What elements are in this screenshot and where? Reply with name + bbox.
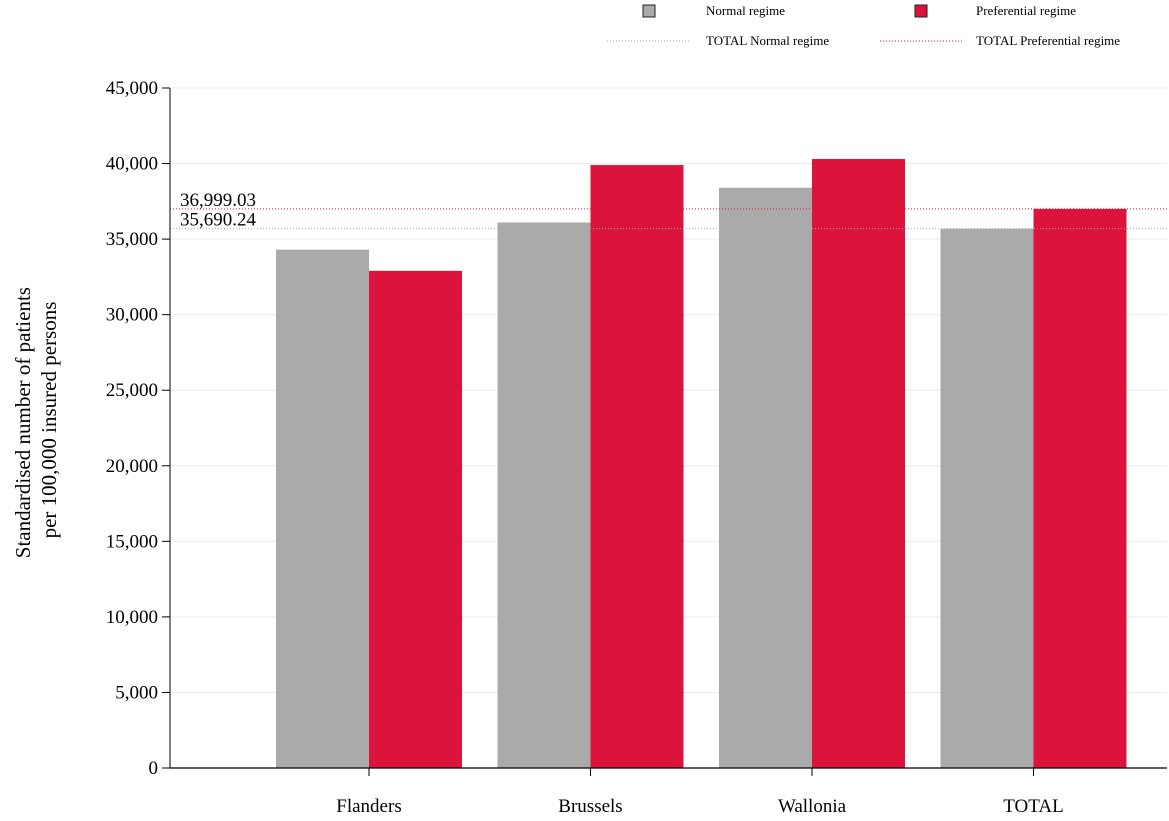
legend-label-total-preferential-regime: TOTAL Preferential regime — [976, 33, 1120, 48]
y-tick-label: 35,000 — [106, 229, 158, 250]
y-tick-label: 15,000 — [106, 531, 158, 552]
legend-swatch-normal-regime — [642, 4, 656, 18]
bar-normal-regime-wallonia — [719, 187, 812, 768]
reference-line-label: 36,999.03 — [180, 190, 256, 211]
bars — [276, 159, 1127, 769]
bar-preferential-regime-total — [1033, 208, 1127, 768]
y-axis-label-line-1: Standardised number of patients — [11, 287, 35, 558]
x-tick-label: Flanders — [336, 796, 401, 817]
legend-label-total-normal-regime: TOTAL Normal regime — [706, 33, 829, 48]
x-tick-labels: Flanders Brussels Wallonia TOTAL — [336, 796, 1063, 817]
y-tick-label: 25,000 — [106, 380, 158, 401]
bar-normal-regime-brussels — [497, 222, 591, 768]
y-tick-label: 40,000 — [106, 154, 158, 175]
legend: Normal regime Preferential regime TOTAL … — [607, 3, 1120, 48]
legend-label-normal-regime: Normal regime — [706, 3, 785, 18]
x-tick-label: Brussels — [558, 796, 622, 817]
bar-preferential-regime-brussels — [590, 165, 684, 769]
y-axis-label-line-2: per 100,000 insured persons — [37, 302, 61, 539]
axes — [162, 87, 1167, 776]
y-tick-label: 30,000 — [106, 305, 158, 326]
legend-swatch-preferential-regime — [914, 4, 928, 18]
y-axis-label: Standardised number of patients per 100,… — [11, 282, 61, 558]
y-tick-label: 10,000 — [106, 607, 158, 628]
bar-preferential-regime-wallonia — [812, 159, 905, 768]
y-tick-label: 20,000 — [106, 456, 158, 477]
x-tick-label: Wallonia — [778, 796, 847, 817]
y-tick-label: 5,000 — [115, 682, 158, 703]
y-tick-label: 45,000 — [106, 78, 158, 99]
legend-label-preferential-regime: Preferential regime — [976, 3, 1076, 18]
reference-line-label: 35,690.24 — [180, 210, 257, 231]
bar-normal-regime-flanders — [276, 249, 369, 768]
x-tick-label: TOTAL — [1003, 796, 1063, 817]
bar-normal-regime-total — [940, 228, 1034, 769]
bar-preferential-regime-flanders — [369, 270, 462, 768]
y-tick-label: 0 — [149, 758, 159, 779]
y-tick-labels: 0 5,000 10,000 15,000 20,000 25,000 30,000 35,0… — [106, 78, 158, 779]
